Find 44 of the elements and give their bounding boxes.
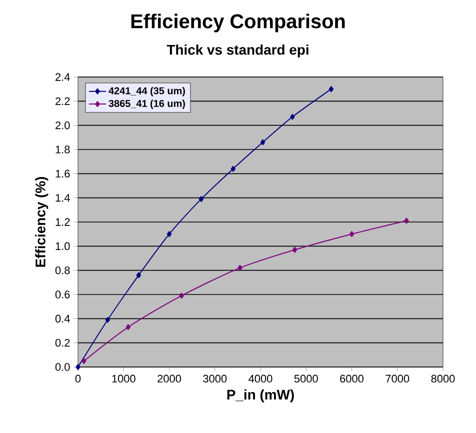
- x-tick-label: 5000: [294, 374, 318, 383]
- point: [260, 139, 266, 146]
- point: [238, 264, 242, 271]
- legend-label: 4241_44 (35 um): [108, 86, 185, 96]
- y-tick-label: 0.6: [55, 290, 70, 298]
- point: [76, 364, 80, 370]
- point: [126, 324, 131, 330]
- y-tick-label: 0.0: [55, 363, 70, 371]
- point: [136, 272, 142, 278]
- point: [82, 358, 86, 364]
- y-tick-label: 1.4: [56, 194, 70, 202]
- y-tick-label: 1.0: [56, 242, 70, 250]
- x-axis-title: P_in (mW): [227, 389, 294, 402]
- y-tick-label: 1.2: [56, 218, 70, 226]
- x-tick-label: 7000: [386, 374, 410, 383]
- x-tick-label: 3000: [203, 374, 227, 383]
- point: [404, 218, 409, 224]
- y-tick-label: 0.8: [55, 266, 70, 274]
- point: [230, 166, 236, 172]
- point: [328, 86, 334, 92]
- y-tick-label: 1.8: [56, 146, 70, 154]
- x-tick-label: 2000: [158, 374, 181, 383]
- x-tick-label: 0: [75, 374, 81, 383]
- y-tick-label: 2.4: [56, 73, 70, 81]
- y-tick-label: 2.0: [56, 121, 70, 130]
- point: [292, 246, 298, 253]
- y-axis-title: Efficiency (%): [35, 176, 48, 267]
- y-tick-label: 2.2: [56, 97, 70, 105]
- point: [290, 114, 295, 120]
- x-tick-label: 4000: [248, 374, 272, 383]
- x-tick-label: 8000: [431, 374, 455, 383]
- point: [349, 231, 354, 238]
- chart-subtitle: Thick vs standard epi: [166, 44, 308, 58]
- y-tick-label: 1.6: [56, 170, 70, 178]
- point: [179, 292, 184, 299]
- legend-label: 3865_41 (16 um): [108, 100, 185, 109]
- y-tick-label: 0.4: [55, 314, 70, 323]
- point: [105, 316, 110, 323]
- y-tick-label: 0.2: [55, 338, 70, 347]
- point: [166, 231, 172, 238]
- x-tick-label: 6000: [340, 374, 364, 383]
- point: [198, 196, 204, 202]
- x-tick-label: 1000: [112, 374, 136, 383]
- chart-title: Efficiency Comparison: [131, 14, 345, 32]
